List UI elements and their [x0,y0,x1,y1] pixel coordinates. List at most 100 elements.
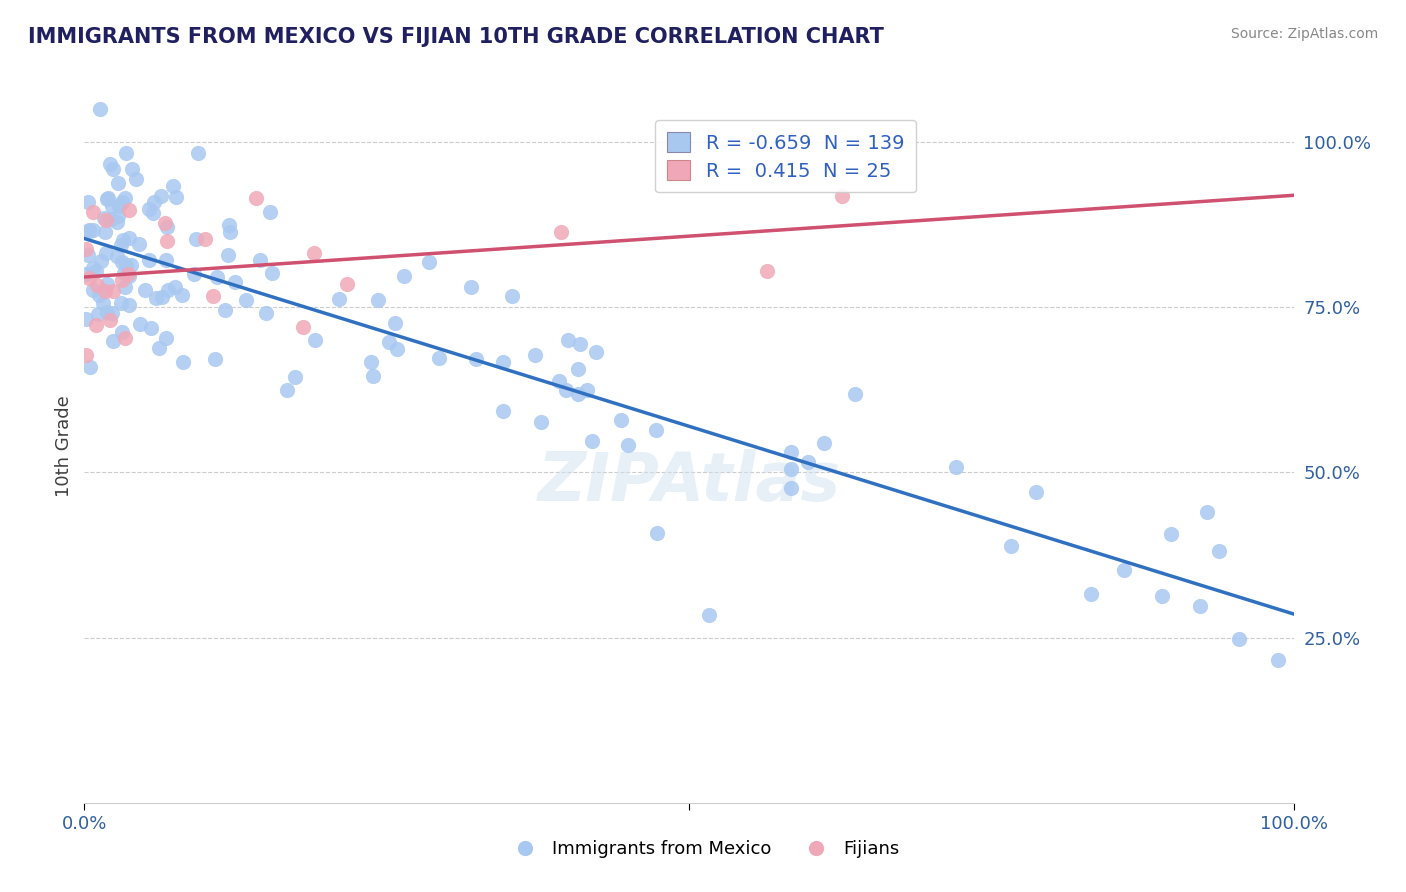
Point [114,280,136,294]
Point [138,252,160,267]
Point [86,263,108,277]
Point [567,387,589,401]
Point [585,345,607,359]
Text: Source: ZipAtlas.com: Source: ZipAtlas.com [1230,27,1378,41]
Point [610,413,633,427]
Point [94,225,117,239]
Point [844,387,866,401]
Point [204,352,226,367]
Point [1195,505,1218,519]
Point [107,176,129,190]
Point [101,306,124,320]
Point [101,334,124,348]
Point [367,293,389,307]
Point [103,161,125,176]
Point [547,374,569,388]
Point [145,291,167,305]
Point [118,203,141,218]
Point [89,102,111,116]
Point [524,348,547,362]
Point [557,333,579,347]
Point [96,192,118,206]
Point [1112,564,1135,578]
Point [111,273,134,287]
Point [644,423,666,437]
Point [377,334,399,349]
Point [194,232,217,246]
Point [150,189,173,203]
Point [94,246,117,260]
Point [183,267,205,281]
Point [259,204,281,219]
Point [82,204,104,219]
Point [392,268,415,283]
Point [142,206,165,220]
Point [115,258,138,272]
Point [384,316,406,330]
Point [302,246,325,260]
Point [156,220,179,235]
Point [284,370,307,384]
Point [1188,599,1211,614]
Point [1150,589,1173,603]
Point [117,268,139,282]
Point [148,341,170,355]
Point [1208,543,1230,558]
Point [98,157,121,171]
Point [75,267,97,281]
Point [697,608,720,623]
Point [138,202,160,216]
Point [77,248,100,262]
Point [217,248,239,262]
Point [292,320,315,334]
Point [142,194,165,209]
Point [162,179,184,194]
Point [118,298,141,312]
Point [91,296,114,310]
Point [111,255,134,269]
Point [77,270,100,285]
Point [418,255,440,269]
Point [90,253,112,268]
Point [645,526,668,541]
Point [492,355,515,369]
Point [155,217,177,231]
Point [86,277,108,292]
Point [304,334,326,348]
Point [105,249,128,263]
Point [75,311,97,326]
Point [125,172,148,186]
Point [141,321,163,335]
Point [77,223,100,237]
Point [111,233,134,247]
Point [501,289,523,303]
Point [110,238,132,252]
Point [218,218,240,232]
Point [385,342,408,356]
Point [530,415,553,429]
Point [831,188,853,202]
Point [328,292,350,306]
Point [77,224,100,238]
Point [254,306,277,320]
Point [1227,632,1250,646]
Point [100,211,122,226]
Point [115,145,138,160]
Point [1000,539,1022,553]
Point [616,438,638,452]
Point [155,253,177,268]
Point [111,326,134,340]
Point [96,213,118,227]
Y-axis label: 10th Grade: 10th Grade [55,395,73,497]
Point [1025,485,1047,500]
Point [172,288,194,302]
Point [82,261,104,276]
Point [945,460,967,475]
Point [363,368,385,383]
Point [492,404,515,418]
Point [155,234,177,248]
Point [1080,586,1102,600]
Point [150,290,173,304]
Legend: Immigrants from Mexico, Fijians: Immigrants from Mexico, Fijians [499,833,907,865]
Point [128,317,150,331]
